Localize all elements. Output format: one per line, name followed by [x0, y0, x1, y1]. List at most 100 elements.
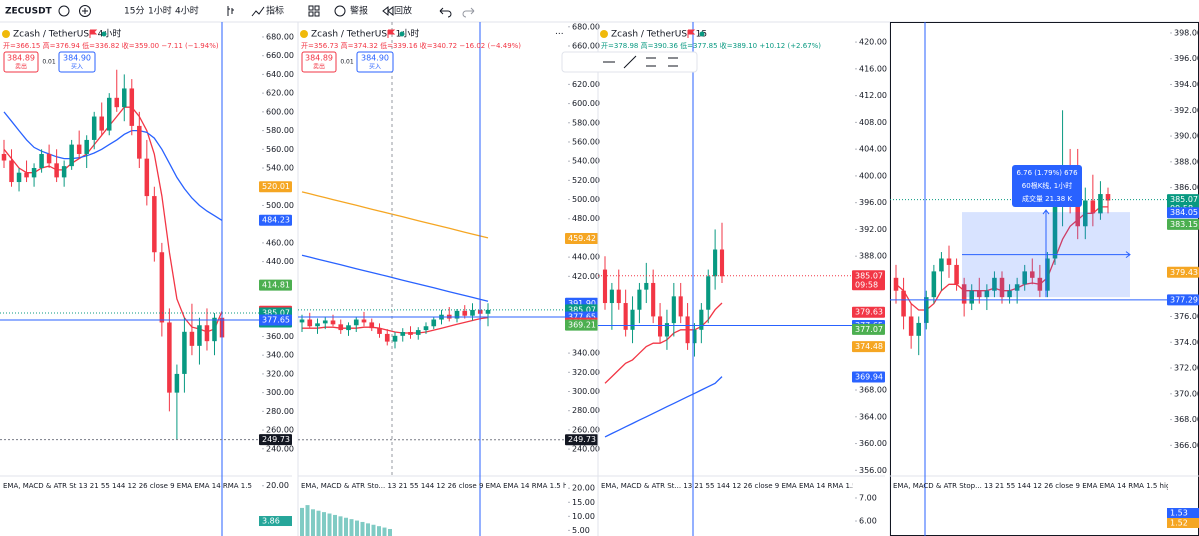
y-tick-label: 400.00: [859, 171, 887, 180]
candle-body: [602, 269, 608, 304]
candle-body: [1098, 194, 1103, 214]
candle-body: [392, 335, 398, 342]
y-tick-label: 420.00: [859, 38, 887, 47]
alert-icon[interactable]: [334, 5, 346, 17]
interval[interactable]: 15分: [124, 6, 144, 17]
indicator-tag-label: 1.52: [1170, 519, 1188, 528]
indicators-icon[interactable]: [251, 6, 265, 17]
buy-price: 384.90: [361, 54, 389, 63]
layout-icon: [308, 11, 314, 17]
candle-body: [1, 153, 7, 161]
candle-body: [984, 290, 990, 298]
candle-body: [931, 271, 937, 298]
candle-body: [1022, 271, 1027, 285]
price-tag-label: 385.07: [855, 271, 883, 280]
y-tick-label: 320.00: [572, 368, 600, 377]
y-tick-label: 660.00: [572, 41, 600, 50]
y-tick-label: 388.00: [1174, 157, 1199, 166]
candle-body: [307, 319, 313, 327]
candle-body: [204, 325, 210, 342]
candle-body: [485, 309, 491, 314]
chart-panel: 680.00660.00640.00620.00600.00580.00560.…: [0, 22, 298, 536]
replay[interactable]: 回放: [394, 5, 412, 17]
price-tag: [1167, 294, 1199, 306]
y-tick-label: 600.00: [572, 99, 600, 108]
candle-body: [685, 316, 690, 344]
layout-icon[interactable]: [308, 5, 314, 11]
candle-body: [24, 172, 29, 178]
candle-body: [939, 258, 944, 272]
candle-body: [189, 331, 195, 346]
price-tag-label: 384.05: [1170, 208, 1198, 217]
candle-body: [431, 319, 437, 327]
y-tick-label: 620.00: [266, 89, 294, 98]
candle-body: [361, 319, 367, 323]
measure-label: 6.76 (1.79%) 676: [1016, 169, 1078, 177]
candle-body: [699, 309, 704, 330]
candle-body: [46, 153, 52, 164]
histogram-bar: [382, 527, 387, 536]
sell-button[interactable]: [3, 51, 39, 73]
histogram-bar: [316, 510, 321, 536]
drawing-toolbar-icons: [603, 55, 678, 69]
more-menu: ···: [555, 30, 564, 40]
candle-body: [377, 328, 382, 334]
price-tag: [565, 434, 598, 446]
add-symbol-icon[interactable]: [79, 5, 91, 17]
sell-price: 384.89: [305, 54, 333, 63]
toolbar-bg: [0, 0, 1199, 22]
y-tick-label: 260.00: [572, 425, 600, 434]
undo-icon[interactable]: [439, 7, 452, 18]
sell-price: 384.89: [7, 54, 35, 63]
price-tag: [565, 232, 598, 244]
y-tick-label: 320.00: [266, 369, 294, 378]
candle-body: [954, 264, 959, 285]
interval[interactable]: 1小时: [148, 5, 172, 17]
alert[interactable]: 警报: [350, 5, 368, 17]
y-tick-label: 386.00: [1174, 183, 1199, 192]
coin-icon: [600, 30, 608, 38]
candle-body: [322, 320, 328, 324]
symbol-menu-icon[interactable]: [58, 5, 70, 17]
buy-button[interactable]: [58, 51, 96, 73]
candle-body: [671, 296, 676, 324]
candle-body: [454, 310, 460, 319]
indicator-tag-label: 3.86: [262, 517, 280, 526]
sell-button[interactable]: [301, 51, 337, 73]
price-tag: [1167, 218, 1199, 230]
symbol[interactable]: ZECUSDT: [5, 7, 53, 17]
price-tag-label: 414.81: [262, 281, 290, 290]
candle-body: [977, 290, 982, 298]
buy-button[interactable]: [356, 51, 394, 73]
y-tick-label: 300.00: [572, 387, 600, 396]
price-tag: [259, 434, 292, 446]
candle-body: [91, 116, 97, 140]
redo-icon[interactable]: [462, 7, 475, 18]
ema-line: [3, 111, 223, 221]
indicator-tag: [1167, 518, 1199, 528]
y-tick-label: 356.00: [859, 466, 887, 475]
layout-icon: [314, 11, 320, 17]
chart-panel: 680.00660.00640.00620.00600.00580.00560.…: [297, 22, 600, 536]
buy-price: 384.90: [63, 54, 91, 63]
status-dot: [101, 31, 107, 37]
candle-body: [9, 160, 14, 183]
spread: 0.01: [340, 59, 354, 66]
coin-icon: [2, 30, 10, 38]
indicator-tick-label: 10.00: [572, 512, 595, 521]
indicators[interactable]: 指标: [266, 5, 284, 17]
y-tick-label: 500.00: [266, 201, 294, 210]
candle-body: [99, 116, 104, 131]
replay-icon[interactable]: [382, 5, 394, 17]
indicator-tag: [259, 516, 292, 527]
interval[interactable]: 4小时: [175, 5, 199, 17]
panel-title: Zcash / TetherUS · 15: [611, 30, 707, 40]
ohlc: 开=378.98 高=390.36 低=377.85 收=389.10 +10.…: [601, 41, 821, 50]
candle-body: [159, 252, 165, 323]
y-tick-label: 416.00: [859, 64, 887, 73]
price-tag: [1167, 266, 1199, 278]
price-tag-label: 385.07: [568, 305, 596, 314]
candle-body: [330, 320, 336, 325]
chart-type-icon[interactable]: [227, 6, 234, 16]
